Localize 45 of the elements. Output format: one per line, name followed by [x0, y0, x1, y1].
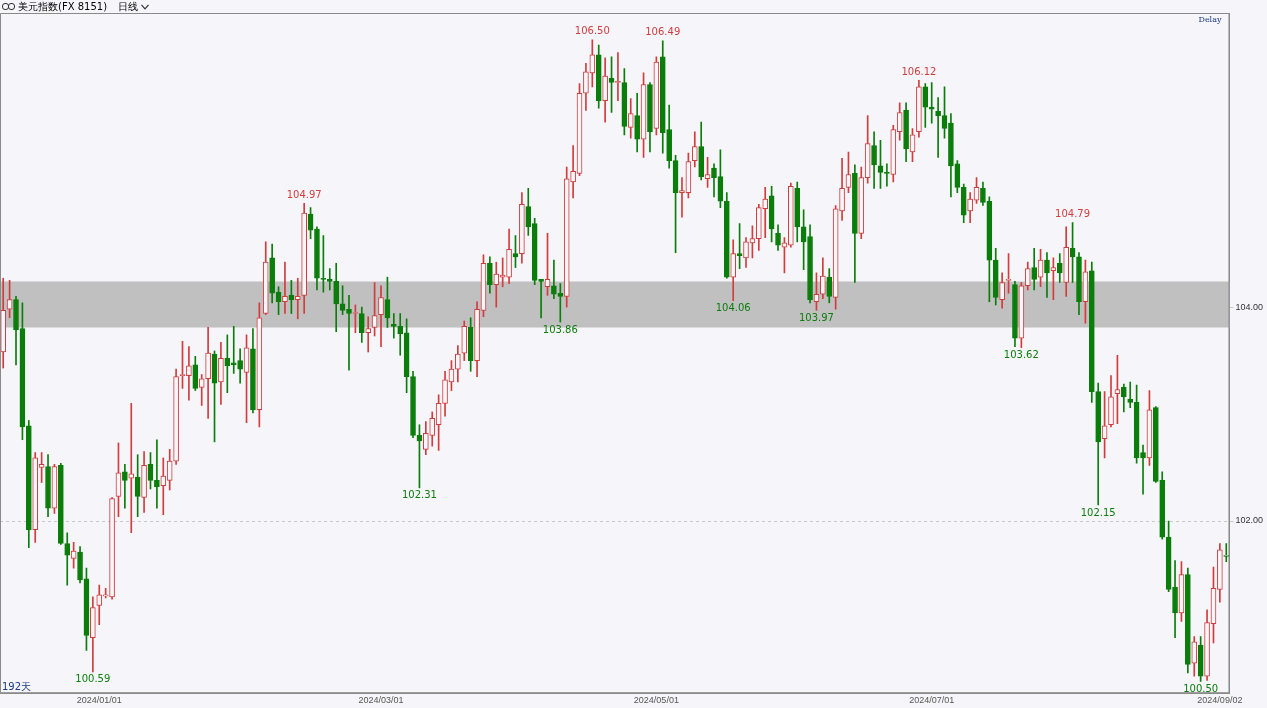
candlestick [679, 177, 685, 218]
candlestick [1127, 381, 1134, 408]
annotation: 102.31 [401, 489, 437, 501]
annotation: 106.12 [901, 65, 937, 77]
candlestick [1140, 444, 1146, 495]
annotation: 100.59 [75, 673, 111, 685]
y-tick-label: 104.00 [1235, 301, 1263, 312]
y-tick-label: 102.00 [1235, 515, 1263, 526]
candlestick [326, 268, 333, 291]
annotation: 103.97 [798, 311, 834, 323]
candlestick [557, 283, 564, 323]
candlestick [935, 97, 941, 158]
candlestick [186, 346, 192, 401]
candlestick [154, 439, 160, 509]
candlestick [346, 295, 352, 371]
annotation: 103.62 [1003, 349, 1039, 361]
annotation: 100.50 [1183, 683, 1219, 695]
annotation: 104.97 [286, 188, 322, 200]
annotation: 104.06 [715, 302, 751, 314]
candlestick [64, 532, 71, 586]
annotation: 106.50 [574, 25, 610, 37]
annotation: 103.86 [542, 323, 578, 335]
candlestick [365, 316, 372, 353]
chart-title: 美元指数(FX 8151) [18, 0, 108, 13]
x-tick-label: 2024/03/01 [358, 695, 404, 706]
annotation: Delay [1198, 15, 1222, 25]
x-tick-label: 2024/01/01 [76, 695, 122, 706]
annotation: 192天 [2, 680, 32, 692]
annotation: 104.79 [1055, 208, 1091, 220]
x-tick-label: 2024/07/01 [909, 695, 955, 706]
x-tick-label: 2024/05/01 [633, 695, 679, 706]
annotation: 106.49 [645, 26, 681, 38]
candlestick [762, 187, 769, 238]
candlestick [538, 278, 544, 319]
x-tick-label: 2024/09/02 [1197, 695, 1243, 706]
candlestick [282, 261, 288, 314]
candlestick [390, 313, 397, 339]
candlestick [294, 277, 301, 320]
candlestick [122, 464, 128, 509]
candlestick [237, 348, 243, 384]
annotation: 102.15 [1080, 506, 1116, 518]
candlestick [128, 403, 135, 534]
chart-subtitle: 日线 [118, 0, 139, 13]
candlestick [928, 82, 935, 124]
candlestick [570, 145, 576, 199]
